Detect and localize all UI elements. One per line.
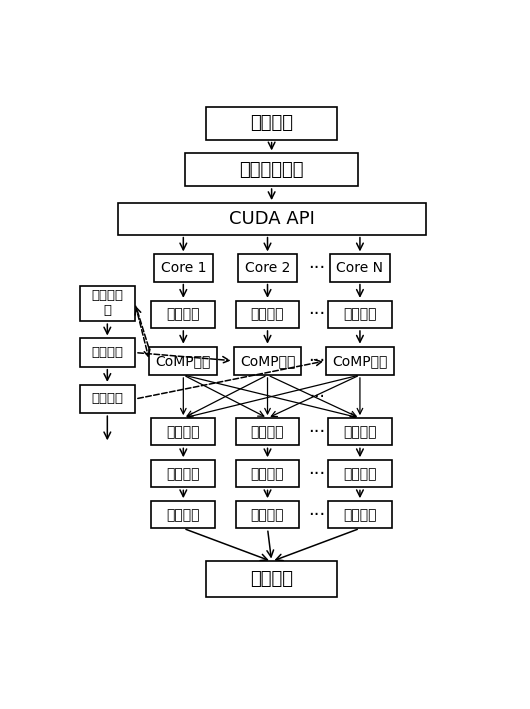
Text: 结果汇总: 结果汇总 (250, 570, 293, 588)
FancyBboxPatch shape (186, 153, 358, 186)
FancyBboxPatch shape (328, 418, 392, 445)
FancyBboxPatch shape (328, 301, 392, 328)
Text: 公平调度: 公平调度 (91, 346, 123, 359)
FancyBboxPatch shape (206, 107, 337, 140)
Text: CoMP算法: CoMP算法 (156, 354, 211, 368)
Text: Core N: Core N (337, 261, 383, 275)
Text: CoMP算法: CoMP算法 (240, 354, 295, 368)
Text: 结果统计: 结果统计 (343, 508, 377, 522)
Text: 干扰计算: 干扰计算 (166, 425, 200, 439)
FancyBboxPatch shape (236, 301, 299, 328)
Text: 干扰计算: 干扰计算 (251, 425, 284, 439)
FancyBboxPatch shape (152, 418, 215, 445)
FancyBboxPatch shape (152, 301, 215, 328)
Text: 信道生成: 信道生成 (166, 308, 200, 321)
Text: ···: ··· (309, 388, 325, 406)
FancyBboxPatch shape (234, 347, 302, 375)
FancyBboxPatch shape (149, 347, 217, 375)
Text: 虚拟传输: 虚拟传输 (166, 467, 200, 481)
FancyBboxPatch shape (326, 347, 394, 375)
FancyBboxPatch shape (236, 460, 299, 487)
Text: CUDA API: CUDA API (228, 210, 315, 228)
Text: 干扰消除: 干扰消除 (91, 393, 123, 406)
Text: 结果统计: 结果统计 (166, 508, 200, 522)
Text: 协作资源
块: 协作资源 块 (91, 289, 123, 318)
Text: 虚拟传输: 虚拟传输 (343, 467, 377, 481)
FancyBboxPatch shape (328, 501, 392, 528)
Text: ···: ··· (308, 352, 325, 370)
FancyBboxPatch shape (80, 286, 135, 321)
FancyBboxPatch shape (330, 255, 390, 281)
Text: Core 1: Core 1 (161, 261, 206, 275)
FancyBboxPatch shape (80, 338, 135, 367)
Text: ···: ··· (308, 259, 325, 277)
Text: 信道生成: 信道生成 (251, 308, 284, 321)
Text: ···: ··· (308, 506, 325, 524)
Text: ···: ··· (308, 423, 325, 441)
Text: ···: ··· (308, 465, 325, 483)
FancyBboxPatch shape (152, 460, 215, 487)
FancyBboxPatch shape (206, 562, 337, 597)
Text: 虚拟传输: 虚拟传输 (251, 467, 284, 481)
Text: Core 2: Core 2 (245, 261, 290, 275)
Text: 信道生成: 信道生成 (343, 308, 377, 321)
Text: 干扰计算: 干扰计算 (343, 425, 377, 439)
FancyBboxPatch shape (152, 501, 215, 528)
FancyBboxPatch shape (238, 255, 297, 281)
Text: 结果统计: 结果统计 (251, 508, 284, 522)
Text: 固定协作集合: 固定协作集合 (240, 161, 304, 179)
FancyBboxPatch shape (80, 385, 135, 413)
FancyBboxPatch shape (236, 501, 299, 528)
FancyBboxPatch shape (154, 255, 213, 281)
Text: 场景生成: 场景生成 (250, 114, 293, 133)
FancyBboxPatch shape (328, 460, 392, 487)
Text: ···: ··· (308, 306, 325, 323)
Text: CoMP算法: CoMP算法 (332, 354, 387, 368)
FancyBboxPatch shape (118, 203, 426, 235)
FancyBboxPatch shape (236, 418, 299, 445)
